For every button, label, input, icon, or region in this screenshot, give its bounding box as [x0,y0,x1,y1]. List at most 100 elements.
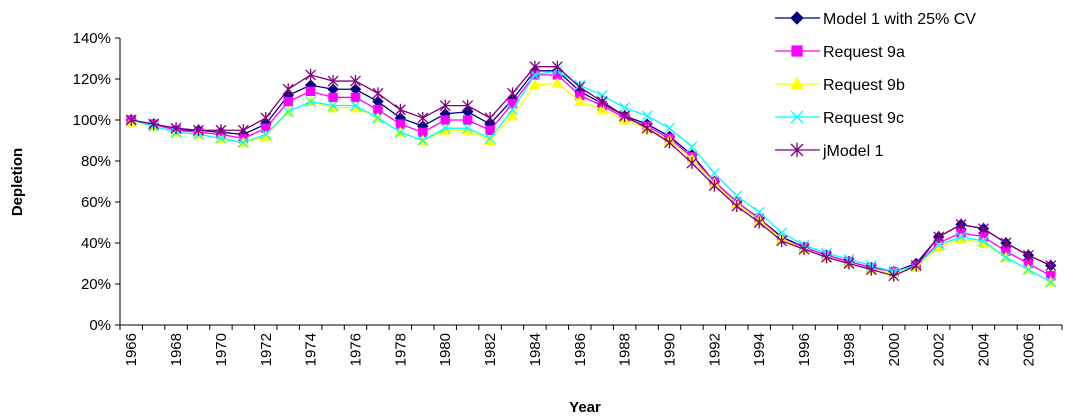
y-tick-label: 80% [81,153,111,170]
data-point-star [865,263,877,276]
x-axis-title: Year [569,399,601,416]
data-point-x [237,137,249,149]
series-line [131,70,1052,283]
y-tick-label: 20% [81,276,111,293]
data-point-star [215,124,227,137]
data-point-star [731,200,743,213]
data-point-triangle [484,134,496,145]
data-point-triangle [573,95,586,107]
data-point-x [350,100,361,112]
series-5 [125,60,1057,282]
data-point-star [686,157,698,170]
legend-label: Request 9b [823,77,905,94]
x-tick-label: 2002 [931,333,948,366]
y-tick-label: 0% [89,317,111,334]
x-tick-label: 1966 [123,333,140,366]
data-point-star [790,142,804,158]
data-point-x [215,132,227,144]
x-tick-label: 1980 [437,333,454,366]
x-tick-label: 1984 [527,333,544,366]
data-point-star [394,103,406,116]
data-point-square [462,115,473,125]
data-point-star [439,99,451,112]
legend-entry: Request 9a [775,44,905,61]
data-point-star [776,234,788,247]
data-point-star [619,109,631,122]
data-point-star [1000,237,1012,249]
y-tick-label: 140% [73,30,111,47]
data-point-star [843,257,855,270]
data-point-star [596,95,608,108]
x-tick-label: 2006 [1020,333,1037,366]
y-tick-label: 100% [73,112,111,129]
data-point-square [485,125,495,135]
data-point-star [484,111,496,124]
data-point-square [791,45,803,57]
data-point-x [1000,251,1012,263]
legend-entry: Model 1 with 25% CV [775,11,976,28]
series-1 [125,65,1057,278]
series-layer [125,60,1057,288]
data-point-star [641,122,653,135]
y-tick-label: 120% [73,71,111,88]
data-point-x [686,141,698,153]
data-point-triangle [551,77,564,88]
x-tick-label: 1968 [168,333,185,366]
x-tick-label: 1972 [258,333,275,366]
data-point-star [237,124,249,137]
data-point-star [507,87,518,100]
data-point-star [1022,249,1034,262]
data-point-square [350,92,361,103]
y-tick-label: 40% [81,235,111,252]
x-tick-label: 1994 [751,333,768,366]
data-point-square [305,86,316,97]
data-point-x [372,112,384,124]
data-point-square [440,115,450,125]
x-axis-ticks: 1966 1968 1970 1972 1974 1976 1978 1980 1982 1984… [119,325,1063,366]
x-tick-label: 1982 [482,333,499,366]
x-tick-label: 1990 [662,333,679,366]
data-point-star [910,259,922,272]
y-tick-label: 60% [81,194,111,211]
data-point-x [305,96,317,108]
legend: Model 1 with 25% CV Request 9a Request 9b R… [775,11,976,160]
data-point-x [664,122,675,134]
data-point-square [283,96,293,107]
legend-entry: Request 9b [775,76,905,94]
legend-label: jModel 1 [822,143,884,160]
data-point-x [1045,276,1057,288]
data-point-triangle [506,109,519,121]
data-point-star [462,99,474,112]
data-point-triangle [529,79,541,90]
x-tick-label: 1998 [841,333,858,366]
x-tick-label: 1978 [392,333,409,366]
x-tick-label: 1996 [796,333,813,366]
data-point-star [821,251,832,264]
data-point-square [328,92,338,103]
y-axis-ticks: 0% 20% 40% 60% 80% 100% 120% 140% [73,30,120,334]
data-point-x [641,110,653,122]
data-point-x [484,132,496,144]
data-point-x [1022,264,1034,276]
data-point-star [417,111,429,124]
data-point-x [439,122,451,134]
legend-label: Model 1 with 25% CV [823,11,976,28]
data-point-x [462,122,474,134]
data-point-star [664,136,675,149]
data-point-x [417,135,429,146]
series-3 [125,77,1057,287]
y-axis-title: Depletion [9,148,26,216]
data-point-star [933,230,945,243]
data-point-x [327,100,339,112]
data-point-x [619,102,631,114]
data-point-x [394,126,406,138]
series-line [131,66,1052,277]
x-tick-label: 1992 [706,333,723,366]
legend-entry: jModel 1 [775,142,884,160]
data-point-star [888,269,900,282]
data-point-x [507,104,518,116]
data-point-x [753,206,765,218]
series-2 [126,70,1056,281]
legend-label: Request 9c [823,110,904,127]
data-point-x [955,231,967,243]
